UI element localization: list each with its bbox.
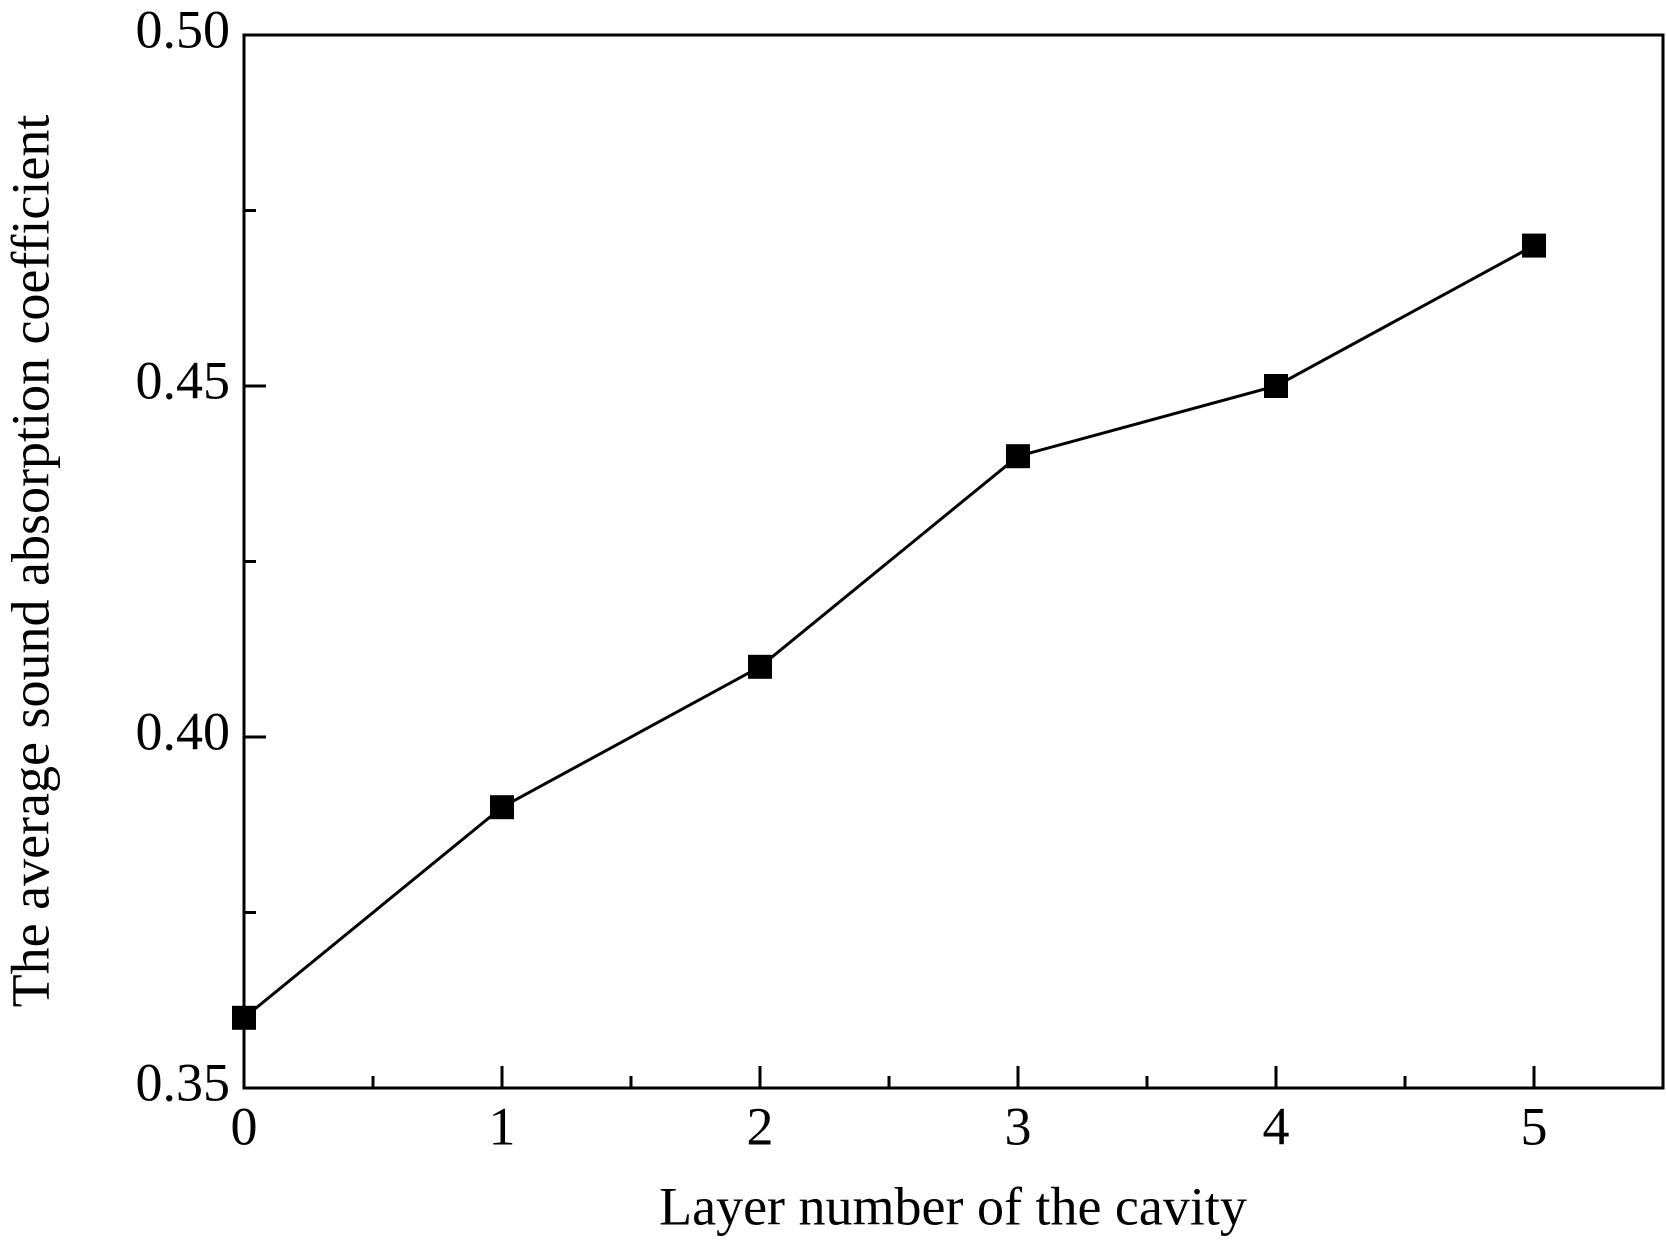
data-point (490, 795, 514, 820)
x-axis-label: Layer number of the cavity (659, 1176, 1247, 1236)
x-tick-label: 2 (747, 1096, 774, 1156)
plot-frame (242, 33, 1665, 1090)
x-tick-label: 4 (1263, 1096, 1290, 1156)
y-tick-label: 0.40 (136, 701, 231, 761)
y-tick-label: 0.45 (136, 350, 231, 410)
data-point (1522, 233, 1546, 258)
y-tick-label: 0.50 (136, 0, 231, 59)
x-tick-label: 0 (231, 1096, 258, 1156)
data-point (1264, 374, 1288, 398)
data-point (748, 654, 772, 679)
data-point (1006, 444, 1030, 469)
x-tick-label: 1 (489, 1096, 516, 1156)
x-tick-label: 3 (1005, 1096, 1032, 1156)
x-tick-label: 5 (1521, 1096, 1548, 1156)
y-axis-label: The average sound absorption coefficient (0, 115, 60, 1008)
y-tick-label: 0.35 (136, 1052, 231, 1112)
data-point (232, 1005, 256, 1030)
series-line (243, 244, 1535, 1019)
